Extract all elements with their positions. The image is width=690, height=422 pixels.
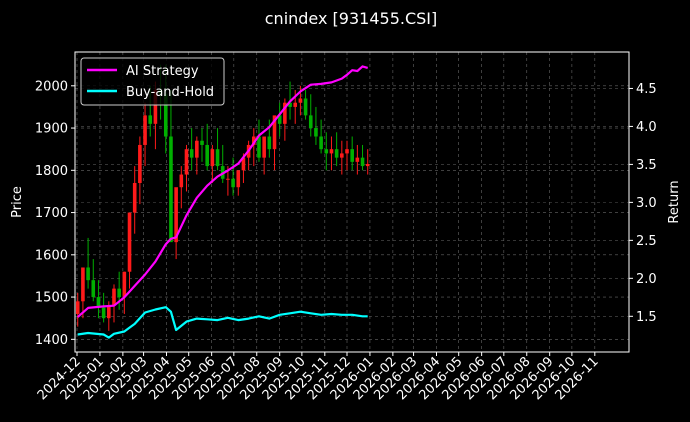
chart-title: cnindex [931455.CSI] <box>265 9 438 28</box>
candle-body <box>293 102 298 107</box>
y2-tick-label: 3.5 <box>636 158 657 173</box>
candle-body <box>127 212 132 272</box>
candle-body <box>277 115 282 124</box>
candle-body <box>329 149 334 154</box>
candle-body <box>365 163 370 167</box>
candle-body <box>174 187 178 243</box>
candle-body <box>107 305 111 319</box>
legend: AI Strategy Buy-and-Hold <box>80 57 225 106</box>
candle-body <box>272 115 277 150</box>
y-tick-label: 1700 <box>35 206 68 221</box>
candle-body <box>267 136 272 150</box>
y-tick-label: 1800 <box>35 164 68 179</box>
candle-body <box>143 115 147 145</box>
candle-body <box>184 149 189 175</box>
series-line-buy-and-hold <box>77 306 368 339</box>
candle-body <box>96 297 101 308</box>
candle-body <box>215 149 220 167</box>
candle-body <box>169 136 173 243</box>
series-line-ai-strategy <box>76 65 369 318</box>
candle-body <box>210 149 215 167</box>
candle-body <box>350 149 354 162</box>
candle-body <box>283 102 287 124</box>
candle-body <box>195 140 199 158</box>
left-y-axis: 1400 1500 1600 1700 1800 1900 2000 <box>35 79 75 348</box>
candle-body <box>179 174 184 188</box>
y-tick-label: 1900 <box>35 122 68 137</box>
candle-body <box>231 178 235 188</box>
candle-body <box>251 136 256 145</box>
y-tick-label: 1400 <box>35 333 68 348</box>
y2-tick-label: 3.0 <box>636 196 657 211</box>
candle-body <box>355 157 360 162</box>
candle-body <box>189 149 194 158</box>
y2-tick-label: 2.5 <box>636 234 657 249</box>
legend-label-buy-and-hold: Buy-and-Hold <box>126 85 214 100</box>
candle-body <box>340 153 344 158</box>
candle-body <box>345 149 349 154</box>
candle-body <box>241 157 246 171</box>
y2-tick-label: 4.5 <box>636 82 657 97</box>
candle-body <box>205 144 209 167</box>
candle-body <box>75 301 80 314</box>
y2-tick-label: 4.0 <box>636 120 657 135</box>
candle-body <box>153 90 158 124</box>
candle-body <box>117 288 121 298</box>
candle-body <box>122 271 127 298</box>
candle-body <box>319 136 323 150</box>
candle-body <box>148 115 153 124</box>
strategy-lines <box>76 65 369 339</box>
candle-body <box>298 98 303 103</box>
candle-body <box>226 178 230 180</box>
candle-body <box>86 267 90 281</box>
candle-body <box>308 115 313 129</box>
candle-body <box>257 136 261 158</box>
y-axis-label: Price <box>10 186 25 218</box>
candle-body <box>101 307 106 319</box>
y-tick-label: 2000 <box>35 79 68 94</box>
right-y-axis: 1.5 2.0 2.5 3.0 3.5 4.0 4.5 <box>629 82 657 325</box>
candle-body <box>262 136 266 158</box>
candle-body <box>288 102 292 107</box>
candle-body <box>132 182 137 213</box>
y2-tick-label: 1.5 <box>636 310 657 325</box>
y-tick-label: 1600 <box>35 248 68 263</box>
y2-tick-label: 2.0 <box>636 272 657 287</box>
candle-body <box>163 94 168 137</box>
candle-body <box>200 140 204 145</box>
candle-body <box>91 280 96 298</box>
candle-body <box>303 98 308 116</box>
candle-body <box>334 149 339 158</box>
candle-body <box>112 288 116 306</box>
candle-body <box>314 128 318 137</box>
candle-body <box>236 170 241 188</box>
legend-label-ai-strategy: AI Strategy <box>126 64 199 79</box>
candle-body <box>81 267 85 302</box>
y-tick-label: 1500 <box>35 291 68 306</box>
candle-body <box>324 149 329 154</box>
y2-axis-label: Return <box>667 180 682 223</box>
candle-body <box>360 157 365 167</box>
candle-body <box>138 144 142 183</box>
